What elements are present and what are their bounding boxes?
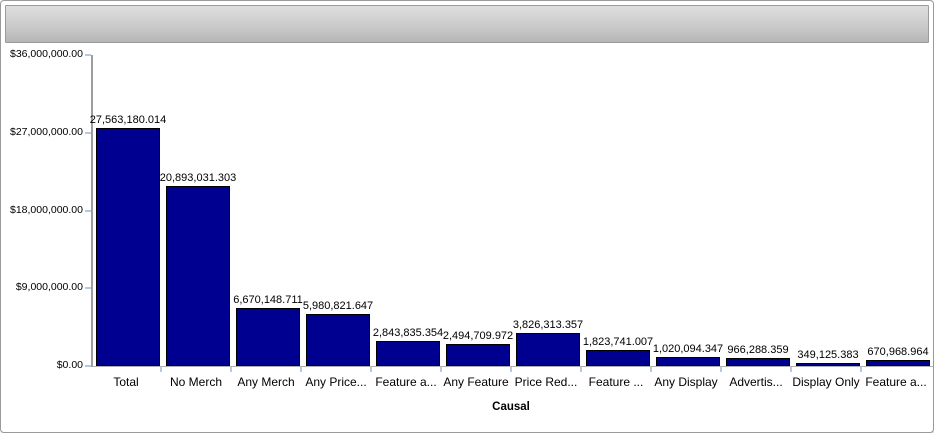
bar[interactable] xyxy=(306,314,370,366)
bar-value-label: 2,494,709.972 xyxy=(442,330,514,342)
category-label: Advertis... xyxy=(729,375,783,389)
bar-value-label: 966,288.359 xyxy=(727,344,789,356)
x-axis-title: Causal xyxy=(492,401,530,413)
y-tick-label: $27,000,000.00 xyxy=(10,125,83,138)
x-tick-mark xyxy=(510,367,512,372)
category-label: Any Price... xyxy=(305,375,367,389)
bar-value-label: 670,968.964 xyxy=(867,346,929,358)
bar-value-label: 2,843,835.354 xyxy=(372,327,444,339)
category-label: Price Red... xyxy=(514,375,578,389)
category-label: Any Display xyxy=(654,375,718,389)
y-tick-label: $9,000,000.00 xyxy=(15,281,83,294)
bar[interactable] xyxy=(166,186,230,366)
bar[interactable] xyxy=(446,344,510,366)
category-label: Any Feature xyxy=(443,375,509,389)
bar[interactable] xyxy=(866,360,930,366)
bar-value-label: 3,826,313.357 xyxy=(512,319,584,331)
x-tick-mark xyxy=(860,367,862,372)
bar-value-label: 349,125.383 xyxy=(797,349,859,361)
category-label: Feature ... xyxy=(588,375,644,389)
bar-value-label: 27,563,180.014 xyxy=(89,114,167,126)
y-tick-mark xyxy=(85,54,91,56)
bar[interactable] xyxy=(656,357,720,366)
bar[interactable] xyxy=(586,350,650,366)
category-label: Any Merch xyxy=(237,375,295,389)
y-tick-mark xyxy=(85,131,91,134)
y-tick-mark xyxy=(85,365,91,367)
x-tick-mark xyxy=(370,367,372,372)
bar-value-label: 20,893,031.303 xyxy=(159,172,237,184)
bar-value-label: 5,980,821.647 xyxy=(302,300,374,312)
bar-value-label: 1,020,094.347 xyxy=(652,343,724,355)
x-tick-mark xyxy=(580,367,582,372)
window-titlebar xyxy=(5,5,929,43)
category-label: Feature a... xyxy=(865,375,927,389)
y-tick-mark xyxy=(85,287,91,290)
bar[interactable] xyxy=(376,341,440,366)
x-tick-mark xyxy=(300,367,302,372)
x-tick-mark xyxy=(440,367,442,372)
x-tick-mark xyxy=(160,367,162,372)
bar[interactable] xyxy=(726,358,790,366)
plot-area: 27,563,180.014 20,893,031.303 6,670,148.71… xyxy=(89,55,933,367)
bar[interactable] xyxy=(96,128,160,366)
x-tick-mark xyxy=(650,367,652,372)
bar[interactable] xyxy=(236,308,300,366)
x-tick-mark xyxy=(790,367,792,372)
y-tick-label: $36,000,000.00 xyxy=(10,48,83,60)
category-label: No Merch xyxy=(169,375,223,389)
y-tick-mark xyxy=(85,209,91,212)
category-label: Total xyxy=(113,375,139,389)
category-label: Display Only xyxy=(792,375,860,389)
y-tick-label: $0.00 xyxy=(56,359,83,371)
bar-value-label: 1,823,741.007 xyxy=(582,336,654,348)
category-label: Feature a... xyxy=(375,375,437,389)
x-tick-mark xyxy=(230,367,232,372)
y-tick-label: $18,000,000.00 xyxy=(10,203,83,216)
bar-value-label: 6,670,148.711 xyxy=(233,294,303,306)
x-tick-mark xyxy=(720,367,722,372)
bar[interactable] xyxy=(796,363,860,366)
bar[interactable] xyxy=(516,333,580,366)
